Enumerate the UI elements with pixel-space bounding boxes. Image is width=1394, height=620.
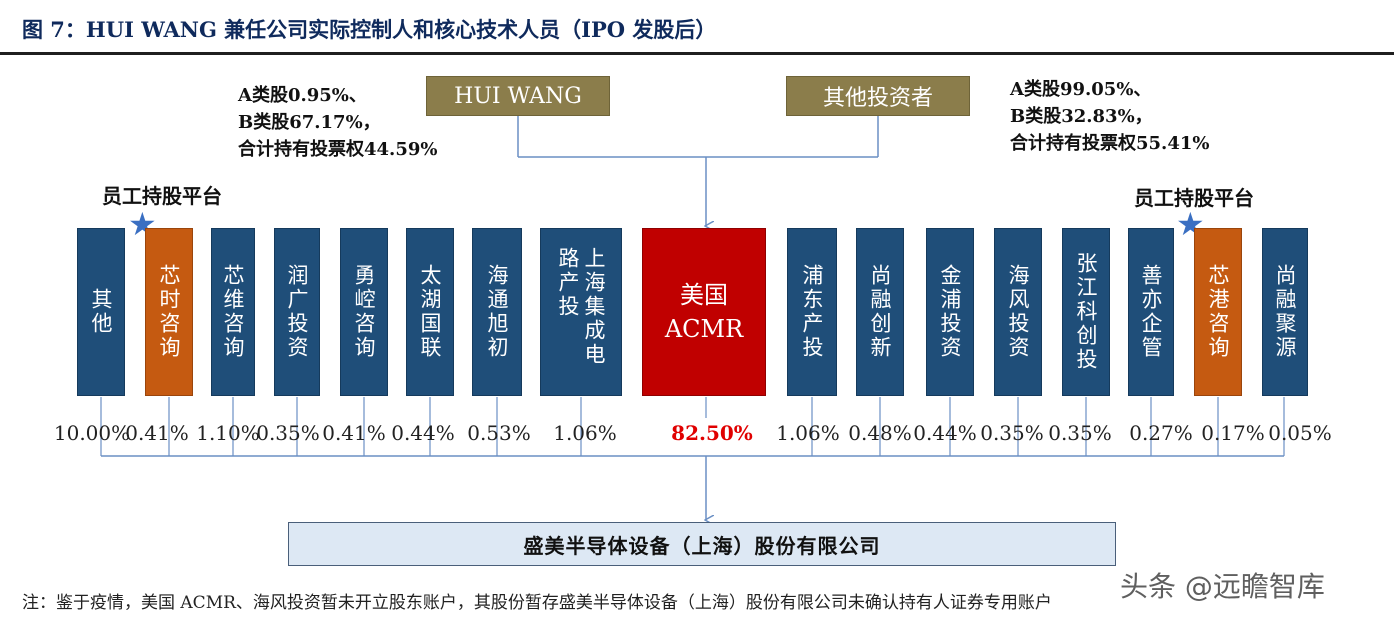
owner-name: 其他投资者 [822, 86, 933, 111]
other-investors-holding-note: A类股99.05%、 B类股32.83%， 合计持有投票权55.41% [1010, 76, 1209, 157]
shareholder-box: 芯维咨询 [211, 228, 255, 396]
shareholding-percentage: 0.48% [848, 421, 912, 445]
esop-label-right: 员工持股平台 [1134, 186, 1254, 210]
shareholder-box: 芯时咨询 [145, 228, 193, 396]
shareholding-percentage: 0.35% [1048, 421, 1112, 445]
shareholder-name: 海风投资 [1006, 264, 1030, 360]
shareholder-box: 润广投资 [274, 228, 320, 396]
note-line: B类股67.17%， [238, 112, 381, 133]
shareholder-box: 太湖国联 [406, 228, 454, 396]
shareholder-name: 润广投资 [285, 264, 309, 360]
owner-name: HUI WANG [454, 83, 582, 109]
shareholding-percentage: 82.50% [671, 421, 753, 445]
shareholder-box: 尚融聚源 [1262, 228, 1308, 396]
shareholder-name: 上海集成电路产投 [556, 247, 606, 367]
shareholding-percentage: 0.44% [913, 421, 977, 445]
shareholding-percentage: 10.00% [53, 421, 131, 445]
shareholder-box: 浦东产投 [787, 228, 837, 396]
shareholder-name: 海通旭初 [485, 264, 509, 360]
shareholding-percentage: 0.35% [980, 421, 1044, 445]
shareholder-box: 芯港咨询 [1194, 228, 1242, 396]
shareholding-percentage: 1.10% [196, 421, 260, 445]
shareholder-name: 美国 ACMR [664, 281, 744, 343]
watermark: 头条 @远瞻智库 [1120, 570, 1325, 603]
shareholding-percentage: 0.53% [467, 421, 531, 445]
note-line: A类股0.95%、 [238, 85, 367, 106]
figure-title: 图 7：HUI WANG 兼任公司实际控制人和核心技术人员（IPO 发股后） [22, 17, 717, 42]
company-name: 盛美半导体设备（上海）股份有限公司 [523, 533, 881, 558]
shareholder-name: 善亦企管 [1139, 264, 1163, 360]
shareholder-box: 海通旭初 [472, 228, 522, 396]
esop-label-left: 员工持股平台 [102, 184, 222, 208]
shareholding-percentage: 0.44% [391, 421, 455, 445]
shareholder-name: 芯时咨询 [157, 264, 181, 360]
shareholding-percentage: 0.05% [1268, 421, 1332, 445]
shareholding-percentage: 0.17% [1201, 421, 1265, 445]
shareholding-percentage: 0.35% [256, 421, 320, 445]
shareholder-box: 尚融创新 [856, 228, 904, 396]
shareholder-box: 美国 ACMR [642, 228, 766, 396]
shareholder-box: 勇崆咨询 [340, 228, 388, 396]
shareholder-name: 芯港咨询 [1206, 264, 1230, 360]
shareholder-box: 张江科创投 [1062, 228, 1110, 396]
shareholding-percentage: 1.06% [776, 421, 840, 445]
shareholder-name: 其他 [89, 288, 113, 336]
shareholder-name: 浦东产投 [800, 264, 824, 360]
note-line: A类股99.05%、 [1010, 79, 1152, 100]
title-rule [0, 52, 1394, 55]
shareholder-box: 金浦投资 [926, 228, 974, 396]
note-line: B类股32.83%， [1010, 106, 1153, 127]
shareholder-box: 善亦企管 [1128, 228, 1174, 396]
shareholder-name: 金浦投资 [938, 264, 962, 360]
shareholder-name: 勇崆咨询 [352, 264, 376, 360]
shareholding-percentage: 0.27% [1129, 421, 1193, 445]
shareholder-box: 其他 [77, 228, 125, 396]
shareholder-box: 上海集成电路产投 [540, 228, 622, 396]
company-box: 盛美半导体设备（上海）股份有限公司 [288, 522, 1116, 566]
note-line: 合计持有投票权55.41% [1010, 133, 1210, 154]
shareholder-name: 芯维咨询 [221, 264, 245, 360]
shareholding-percentage: 1.06% [553, 421, 617, 445]
hui-wang-holding-note: A类股0.95%、 B类股67.17%， 合计持有投票权44.59% [238, 82, 437, 163]
shareholding-percentage: 0.41% [322, 421, 386, 445]
shareholder-box: 海风投资 [994, 228, 1042, 396]
owner-box-other-investors: 其他投资者 [786, 76, 970, 116]
note-line: 合计持有投票权44.59% [238, 139, 438, 160]
shareholder-name: 尚融创新 [868, 264, 892, 360]
shareholder-name: 张江科创投 [1074, 252, 1098, 372]
footnote: 注：鉴于疫情，美国 ACMR、海风投资暂未开立股东账户，其股份暂存盛美半导体设备… [22, 593, 1052, 613]
shareholding-percentage: 0.41% [125, 421, 189, 445]
shareholder-name: 尚融聚源 [1273, 264, 1297, 360]
owner-box-hui-wang: HUI WANG [426, 76, 610, 116]
shareholder-name: 太湖国联 [418, 264, 442, 360]
